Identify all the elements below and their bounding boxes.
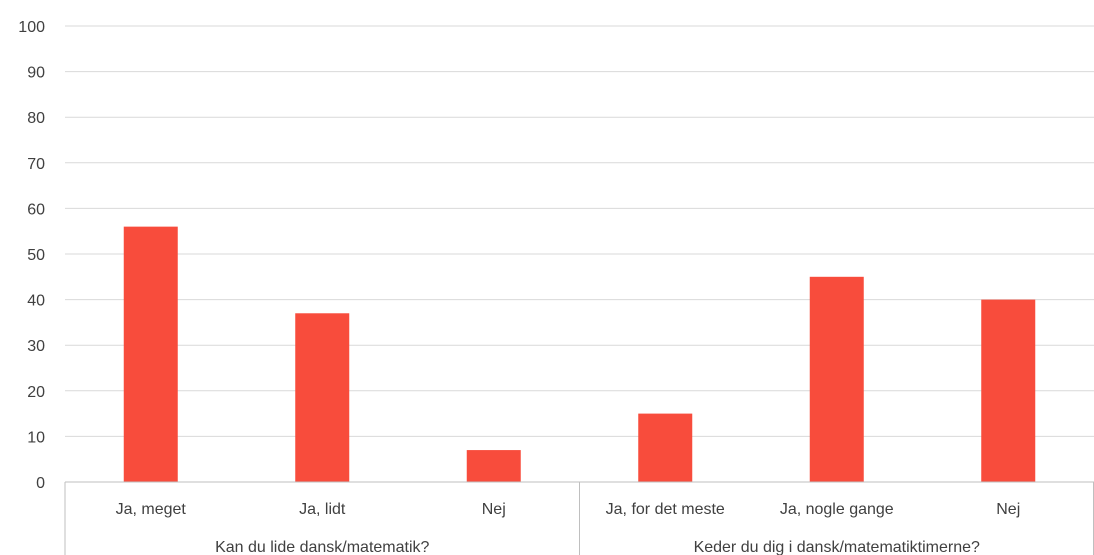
x-axis-category-labels: Ja, meget Ja, lidt Nej Ja, for det meste Ja,… [116,501,1021,518]
y-tick-label: 100 [18,19,45,36]
bars [123,226,1036,482]
y-tick-label: 70 [27,156,45,173]
x-category-label: Ja, nogle gange [780,501,894,518]
bar [123,226,178,482]
y-tick-label: 0 [36,475,45,492]
y-tick-label: 10 [27,429,45,446]
y-tick-label: 80 [27,110,45,127]
x-category-label: Ja, for det meste [606,501,725,518]
x-category-label: Ja, meget [116,501,187,518]
x-group-label: Keder du dig i dansk/matematiktimerne? [694,539,980,555]
bar [295,313,350,482]
y-axis-ticks: 0 10 20 30 40 50 60 70 80 90 100 [18,19,45,492]
y-tick-label: 20 [27,384,45,401]
x-axis-group-labels: Kan du lide dansk/matematik? Keder du dig… [215,539,980,555]
bar [466,450,521,482]
y-tick-label: 60 [27,201,45,218]
gridlines [65,25,1094,437]
x-category-label: Nej [996,501,1020,518]
y-tick-label: 50 [27,247,45,264]
x-category-label: Ja, lidt [299,501,346,518]
x-group-label: Kan du lide dansk/matematik? [215,539,429,555]
y-tick-label: 90 [27,65,45,82]
y-tick-label: 40 [27,293,45,310]
bar [809,276,864,482]
y-tick-label: 30 [27,338,45,355]
bar [981,299,1036,482]
bar [638,413,693,482]
x-category-label: Nej [482,501,506,518]
